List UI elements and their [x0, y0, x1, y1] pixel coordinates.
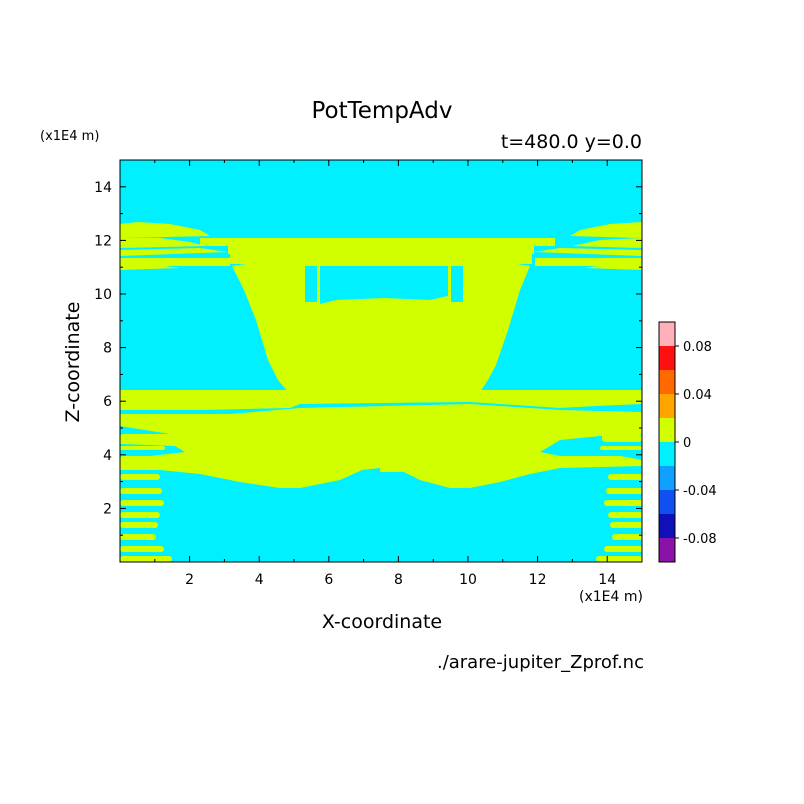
region-band-11-6 — [228, 246, 534, 254]
hole-center — [320, 266, 448, 304]
region-cusp — [380, 466, 404, 472]
colorbar-tick-label: -0.08 — [683, 532, 717, 547]
region-band-11-1-right — [585, 264, 642, 270]
x-axis-label: X-coordinate — [321, 611, 443, 633]
region-lower-bulge — [120, 426, 642, 488]
y-tick-label: 4 — [103, 448, 112, 464]
x-tick-label: 8 — [394, 572, 403, 588]
hole-right — [451, 266, 463, 302]
region-band-12-top — [200, 238, 555, 246]
colorbar-tick-label: 0.04 — [683, 388, 712, 403]
region-band-11-4-right — [535, 258, 642, 266]
plot-area — [120, 160, 642, 562]
colorbar-tick-label: 0 — [683, 436, 691, 451]
x-tick-label: 6 — [324, 572, 333, 588]
region-low-stripe-right-2 — [604, 500, 642, 506]
region-low-stripe-left-1 — [120, 488, 162, 494]
colorbar: -0.08 -0.04 0 0.04 0.08 — [658, 321, 717, 563]
region-stripe-4-4-left — [120, 434, 168, 442]
region-low-stripe-left-0 — [120, 474, 160, 480]
y-tick-label: 6 — [103, 394, 112, 410]
x-tick-label: 12 — [529, 572, 547, 588]
region-band-6-3 — [120, 390, 642, 400]
x-tick-label: 4 — [255, 572, 264, 588]
region-band-12-right — [572, 238, 642, 248]
region-low-stripe-right-7 — [596, 556, 642, 562]
y-axis-unit: (x1E4 m) — [40, 129, 100, 144]
region-low-stripe-right-1 — [606, 488, 642, 494]
x-axis-unit: (x1E4 m) — [579, 589, 643, 605]
colorbar-swatch — [659, 490, 675, 514]
region-low-stripe-left-6 — [120, 546, 164, 552]
region-stripe-4-2-left — [120, 446, 165, 450]
source-file-label: ./arare-jupiter_Zprof.nc — [436, 652, 644, 673]
region-low-stripe-left-7 — [120, 556, 172, 562]
time-label: t=480.0 y=0.0 — [500, 131, 642, 153]
region-band-12-left — [120, 238, 205, 248]
colorbar-swatch — [659, 514, 675, 538]
colorbar-swatch — [659, 394, 675, 418]
region-low-stripe-right-5 — [612, 534, 642, 540]
region-low-stripe-left-5 — [120, 534, 156, 540]
colorbar-swatch — [659, 466, 675, 490]
colorbar-swatch — [659, 370, 675, 394]
region-band-11-7-right — [534, 248, 642, 256]
region-low-stripe-right-4 — [610, 522, 642, 528]
region-band-5-4 — [120, 418, 642, 426]
region-stripe-4-4-right — [602, 434, 642, 442]
region-band-5-6 — [120, 404, 642, 418]
colorbar-swatch — [659, 538, 675, 562]
region-low-stripe-right-6 — [604, 546, 642, 552]
region-low-stripe-left-3 — [120, 512, 160, 518]
y-tick-label: 8 — [103, 341, 112, 357]
region-stripe-3-8-left — [120, 456, 162, 462]
hole-left — [305, 266, 317, 302]
region-band-6 — [120, 400, 642, 410]
region-stripe-4-2-right — [600, 446, 642, 450]
colorbar-tick-label: -0.04 — [683, 484, 717, 499]
x-tick-label: 10 — [459, 572, 477, 588]
colorbar-swatch — [659, 346, 675, 370]
x-tick-label: 14 — [598, 572, 616, 588]
region-band-11-7-left — [120, 248, 228, 256]
y-tick-label: 2 — [103, 501, 112, 517]
y-tick-label: 14 — [94, 180, 112, 196]
y-tick-label: 10 — [94, 287, 112, 303]
colorbar-swatch — [659, 442, 675, 466]
region-band-11-4-left — [120, 258, 230, 266]
plot-frame — [119, 159, 643, 563]
region-band-12-5-right — [570, 222, 642, 238]
colorbar-swatch — [659, 418, 675, 442]
region-low-stripe-left-2 — [120, 500, 164, 506]
axes: 2 4 6 8 10 12 14 2 4 6 8 10 12 14 — [94, 159, 643, 588]
region-low-stripe-right-0 — [608, 474, 642, 480]
colorbar-swatch — [659, 322, 675, 346]
region-band-11-1-left — [120, 264, 180, 270]
y-tick-label: 12 — [94, 233, 112, 249]
colorbar-tick-label: 0.08 — [683, 340, 712, 355]
chart-title: PotTempAdv — [311, 98, 453, 124]
region-low-stripe-left-4 — [120, 522, 158, 528]
x-tick-label: 2 — [185, 572, 194, 588]
region-low-stripe-right-3 — [608, 512, 642, 518]
region-band-12-5-left — [120, 222, 210, 238]
